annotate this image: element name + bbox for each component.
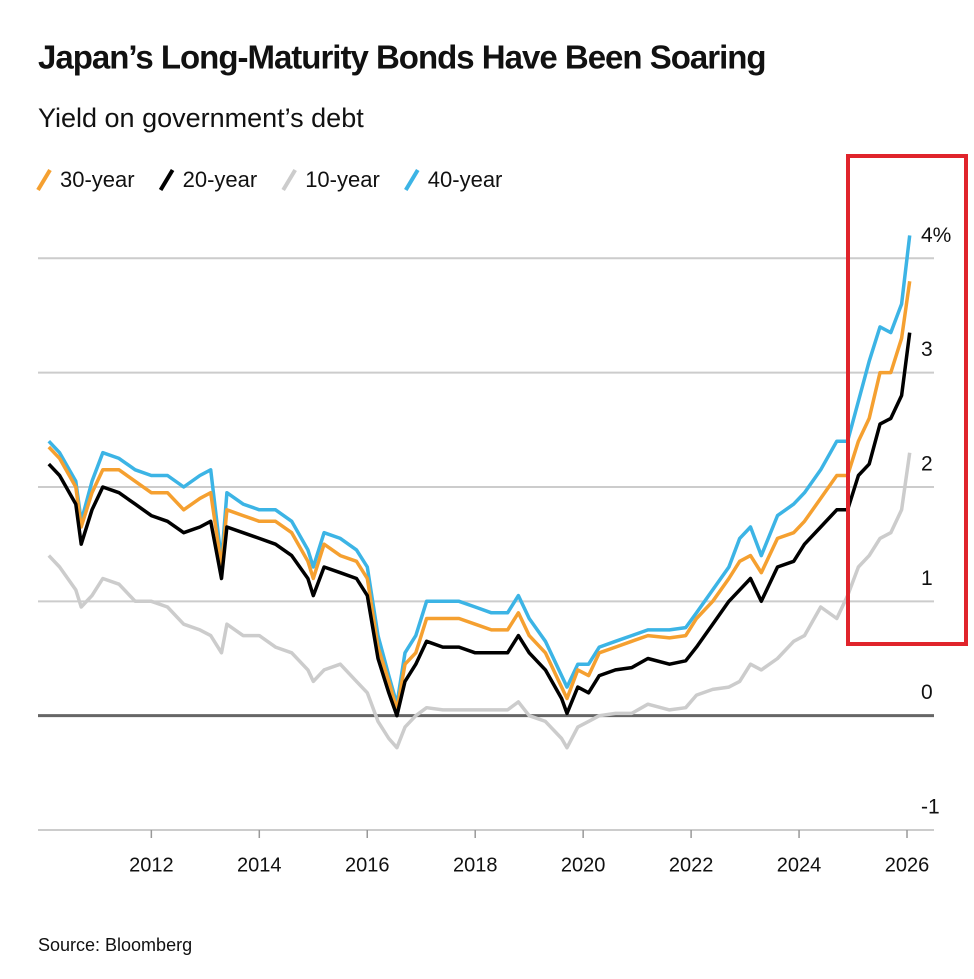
y-tick-label: 0 bbox=[921, 681, 933, 704]
y-tick-label: 1 bbox=[921, 567, 933, 590]
x-tick-label: 2020 bbox=[561, 854, 606, 876]
legend-label: 40-year bbox=[428, 167, 503, 192]
x-tick-label: 2016 bbox=[345, 854, 390, 876]
source: Source: Bloomberg bbox=[38, 935, 192, 955]
x-tick-label: 2014 bbox=[237, 854, 282, 876]
x-tick-label: 2012 bbox=[129, 854, 174, 876]
x-tick-label: 2018 bbox=[453, 854, 498, 876]
chart-subtitle: Yield on government’s debt bbox=[38, 103, 364, 133]
x-tick-label: 2024 bbox=[777, 854, 822, 876]
y-tick-label: 4% bbox=[921, 224, 951, 247]
series-line bbox=[47, 235, 912, 706]
highlight-box bbox=[846, 154, 968, 646]
legend-label: 20-year bbox=[183, 167, 258, 192]
legend-swatch bbox=[36, 168, 52, 192]
chart-title: Japan’s Long-Maturity Bonds Have Been So… bbox=[38, 39, 766, 76]
series-line bbox=[47, 332, 912, 718]
legend-label: 10-year bbox=[305, 167, 380, 192]
x-tick-label: 2026 bbox=[885, 854, 930, 876]
y-tick-label: 3 bbox=[921, 338, 933, 361]
y-tick-label: -1 bbox=[921, 796, 940, 819]
legend-swatch bbox=[281, 168, 297, 192]
legend-swatch bbox=[158, 168, 175, 192]
y-tick-label: 2 bbox=[921, 453, 933, 476]
legend-label: 30-year bbox=[60, 167, 135, 192]
x-tick-label: 2022 bbox=[669, 854, 714, 876]
series-line bbox=[47, 280, 912, 712]
legend-swatch bbox=[404, 168, 420, 192]
series-line bbox=[47, 452, 912, 750]
